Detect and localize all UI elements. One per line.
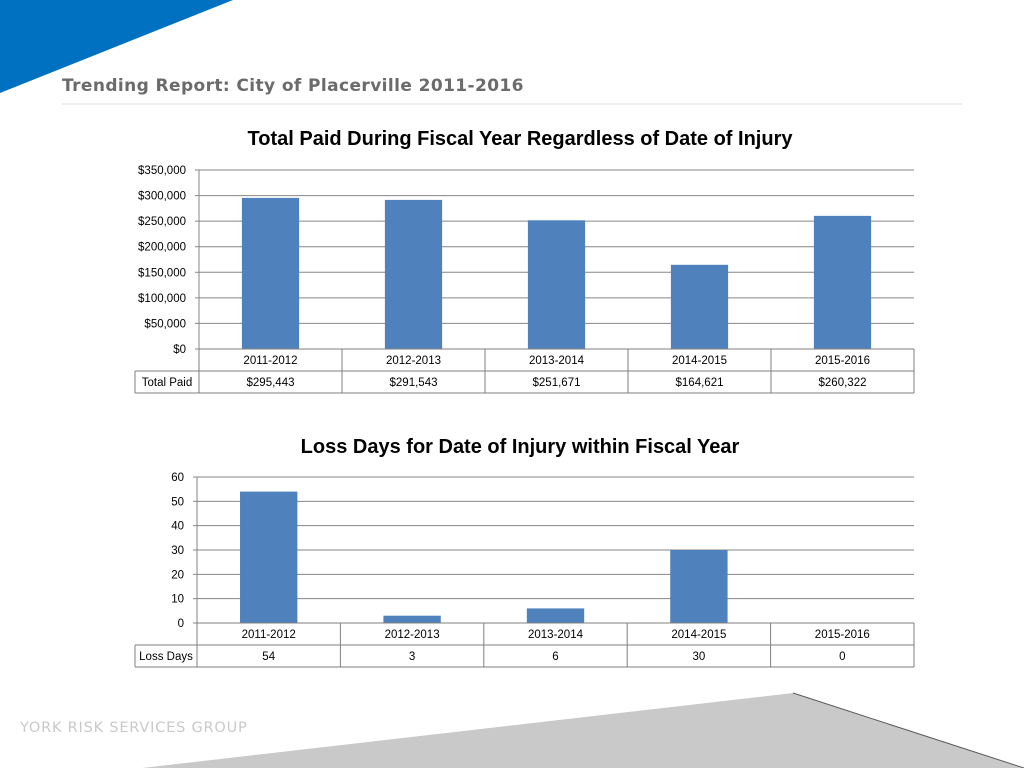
footer-triangle xyxy=(142,693,1024,768)
bar-2012-2013 xyxy=(383,615,441,623)
bar-2011-2012 xyxy=(241,197,300,349)
bar-2013-2014 xyxy=(527,220,586,349)
y-tick-label: $0 xyxy=(173,344,186,356)
x-category-label: 2011-2012 xyxy=(243,355,297,367)
x-category-label: 2013-2014 xyxy=(529,355,585,367)
data-label: $295,443 xyxy=(247,377,295,389)
bar-2014-2015 xyxy=(670,264,729,349)
x-category-label: 2012-2013 xyxy=(386,355,441,367)
footer-brand: YORK RISK SERVICES GROUP xyxy=(20,720,248,736)
y-tick-label: 40 xyxy=(171,521,184,533)
data-label: $251,671 xyxy=(533,377,581,389)
y-tick-label: $200,000 xyxy=(138,242,186,254)
bar-2012-2013 xyxy=(384,199,443,349)
data-label: 30 xyxy=(693,651,706,663)
y-tick-label: 50 xyxy=(171,496,184,508)
data-label: 3 xyxy=(409,651,415,663)
footer-triangle-edge xyxy=(792,692,1024,768)
data-label: 6 xyxy=(552,651,558,663)
chart-title: Loss Days for Date of Injury within Fisc… xyxy=(301,436,740,458)
y-tick-label: $50,000 xyxy=(144,318,186,330)
bar-2015-2016 xyxy=(813,215,872,349)
x-category-label: 2012-2013 xyxy=(385,629,440,641)
y-tick-label: $100,000 xyxy=(138,293,186,305)
bar-2011-2012 xyxy=(240,491,298,623)
y-tick-label: $250,000 xyxy=(138,216,186,228)
series-label: Total Paid xyxy=(142,377,193,389)
y-tick-label: $150,000 xyxy=(138,267,186,279)
x-category-label: 2014-2015 xyxy=(671,629,726,641)
data-label: 54 xyxy=(262,651,275,663)
data-label: $164,621 xyxy=(676,377,724,389)
data-label: $260,322 xyxy=(819,377,867,389)
bar-2014-2015 xyxy=(670,550,728,623)
x-category-label: 2013-2014 xyxy=(528,629,584,641)
page-title: Trending Report: City of Placerville 201… xyxy=(62,76,524,96)
data-label: $291,543 xyxy=(390,377,438,389)
x-category-label: 2015-2016 xyxy=(815,629,870,641)
y-tick-label: 10 xyxy=(171,594,184,606)
data-label: 0 xyxy=(839,651,845,663)
y-tick-label: 0 xyxy=(178,618,184,630)
y-tick-label: 60 xyxy=(171,472,184,484)
series-label: Loss Days xyxy=(139,651,193,663)
accent-triangle xyxy=(0,0,233,93)
x-category-label: 2011-2012 xyxy=(242,629,296,641)
x-category-label: 2015-2016 xyxy=(815,355,870,367)
y-tick-label: 20 xyxy=(171,569,184,581)
chart-title: Total Paid During Fiscal Year Regardless… xyxy=(248,128,794,150)
y-tick-label: $300,000 xyxy=(138,191,186,203)
y-tick-label: $350,000 xyxy=(138,165,186,177)
x-category-label: 2014-2015 xyxy=(672,355,727,367)
y-tick-label: 30 xyxy=(171,545,184,557)
bar-2013-2014 xyxy=(526,608,585,623)
